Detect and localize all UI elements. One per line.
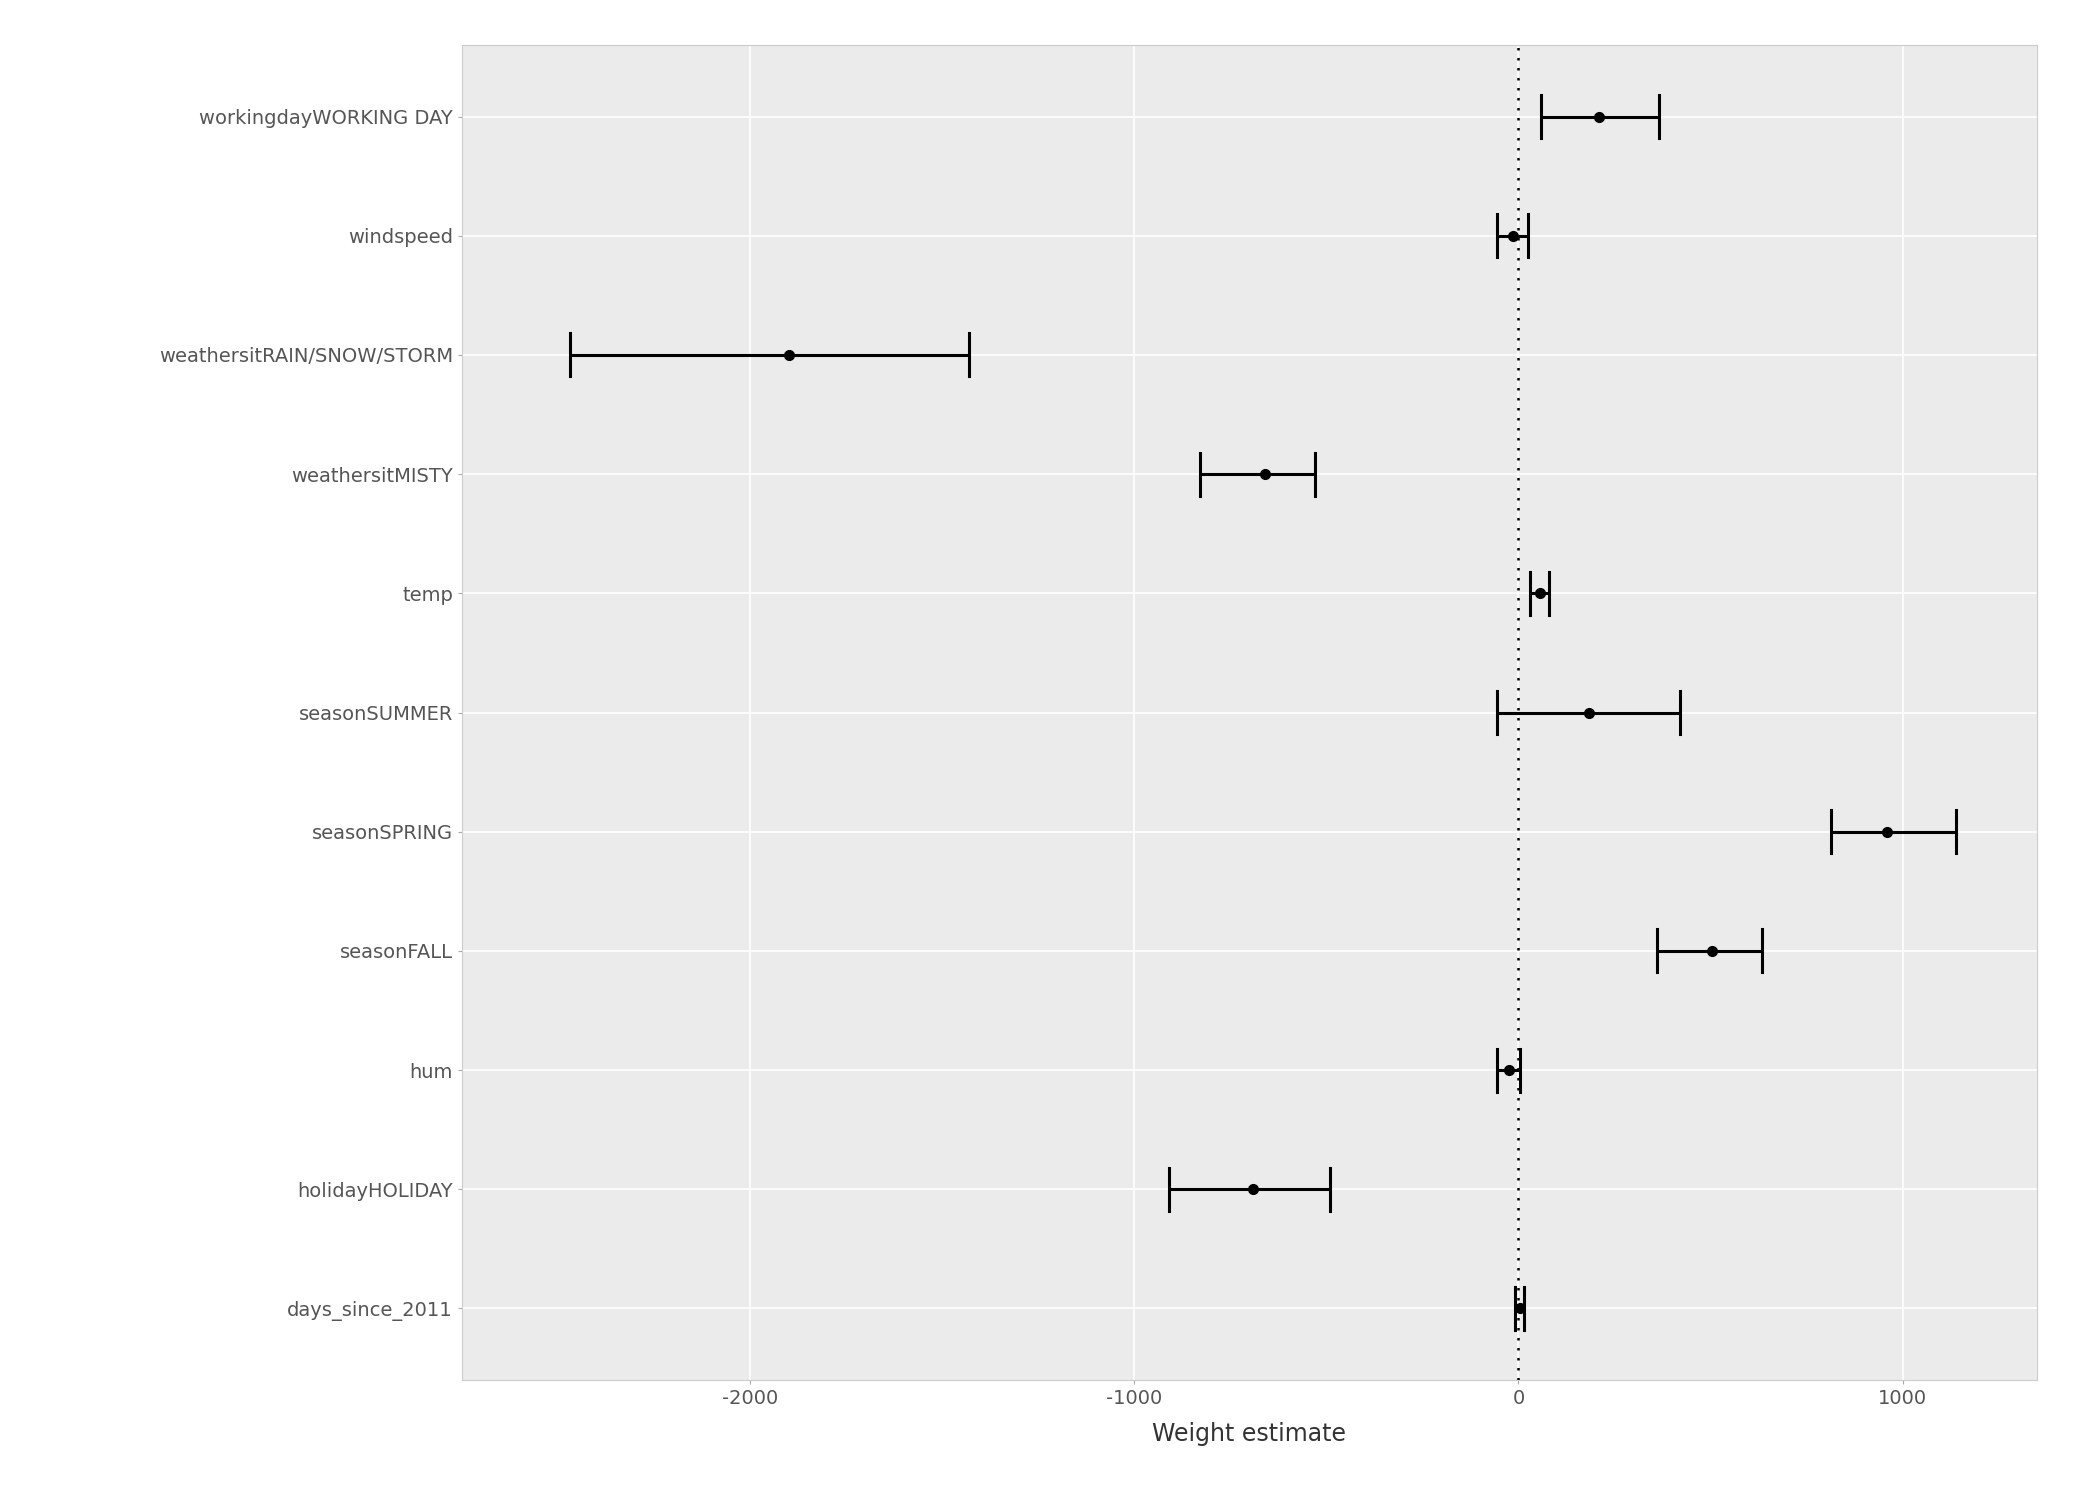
X-axis label: Weight estimate: Weight estimate: [1153, 1422, 1346, 1446]
